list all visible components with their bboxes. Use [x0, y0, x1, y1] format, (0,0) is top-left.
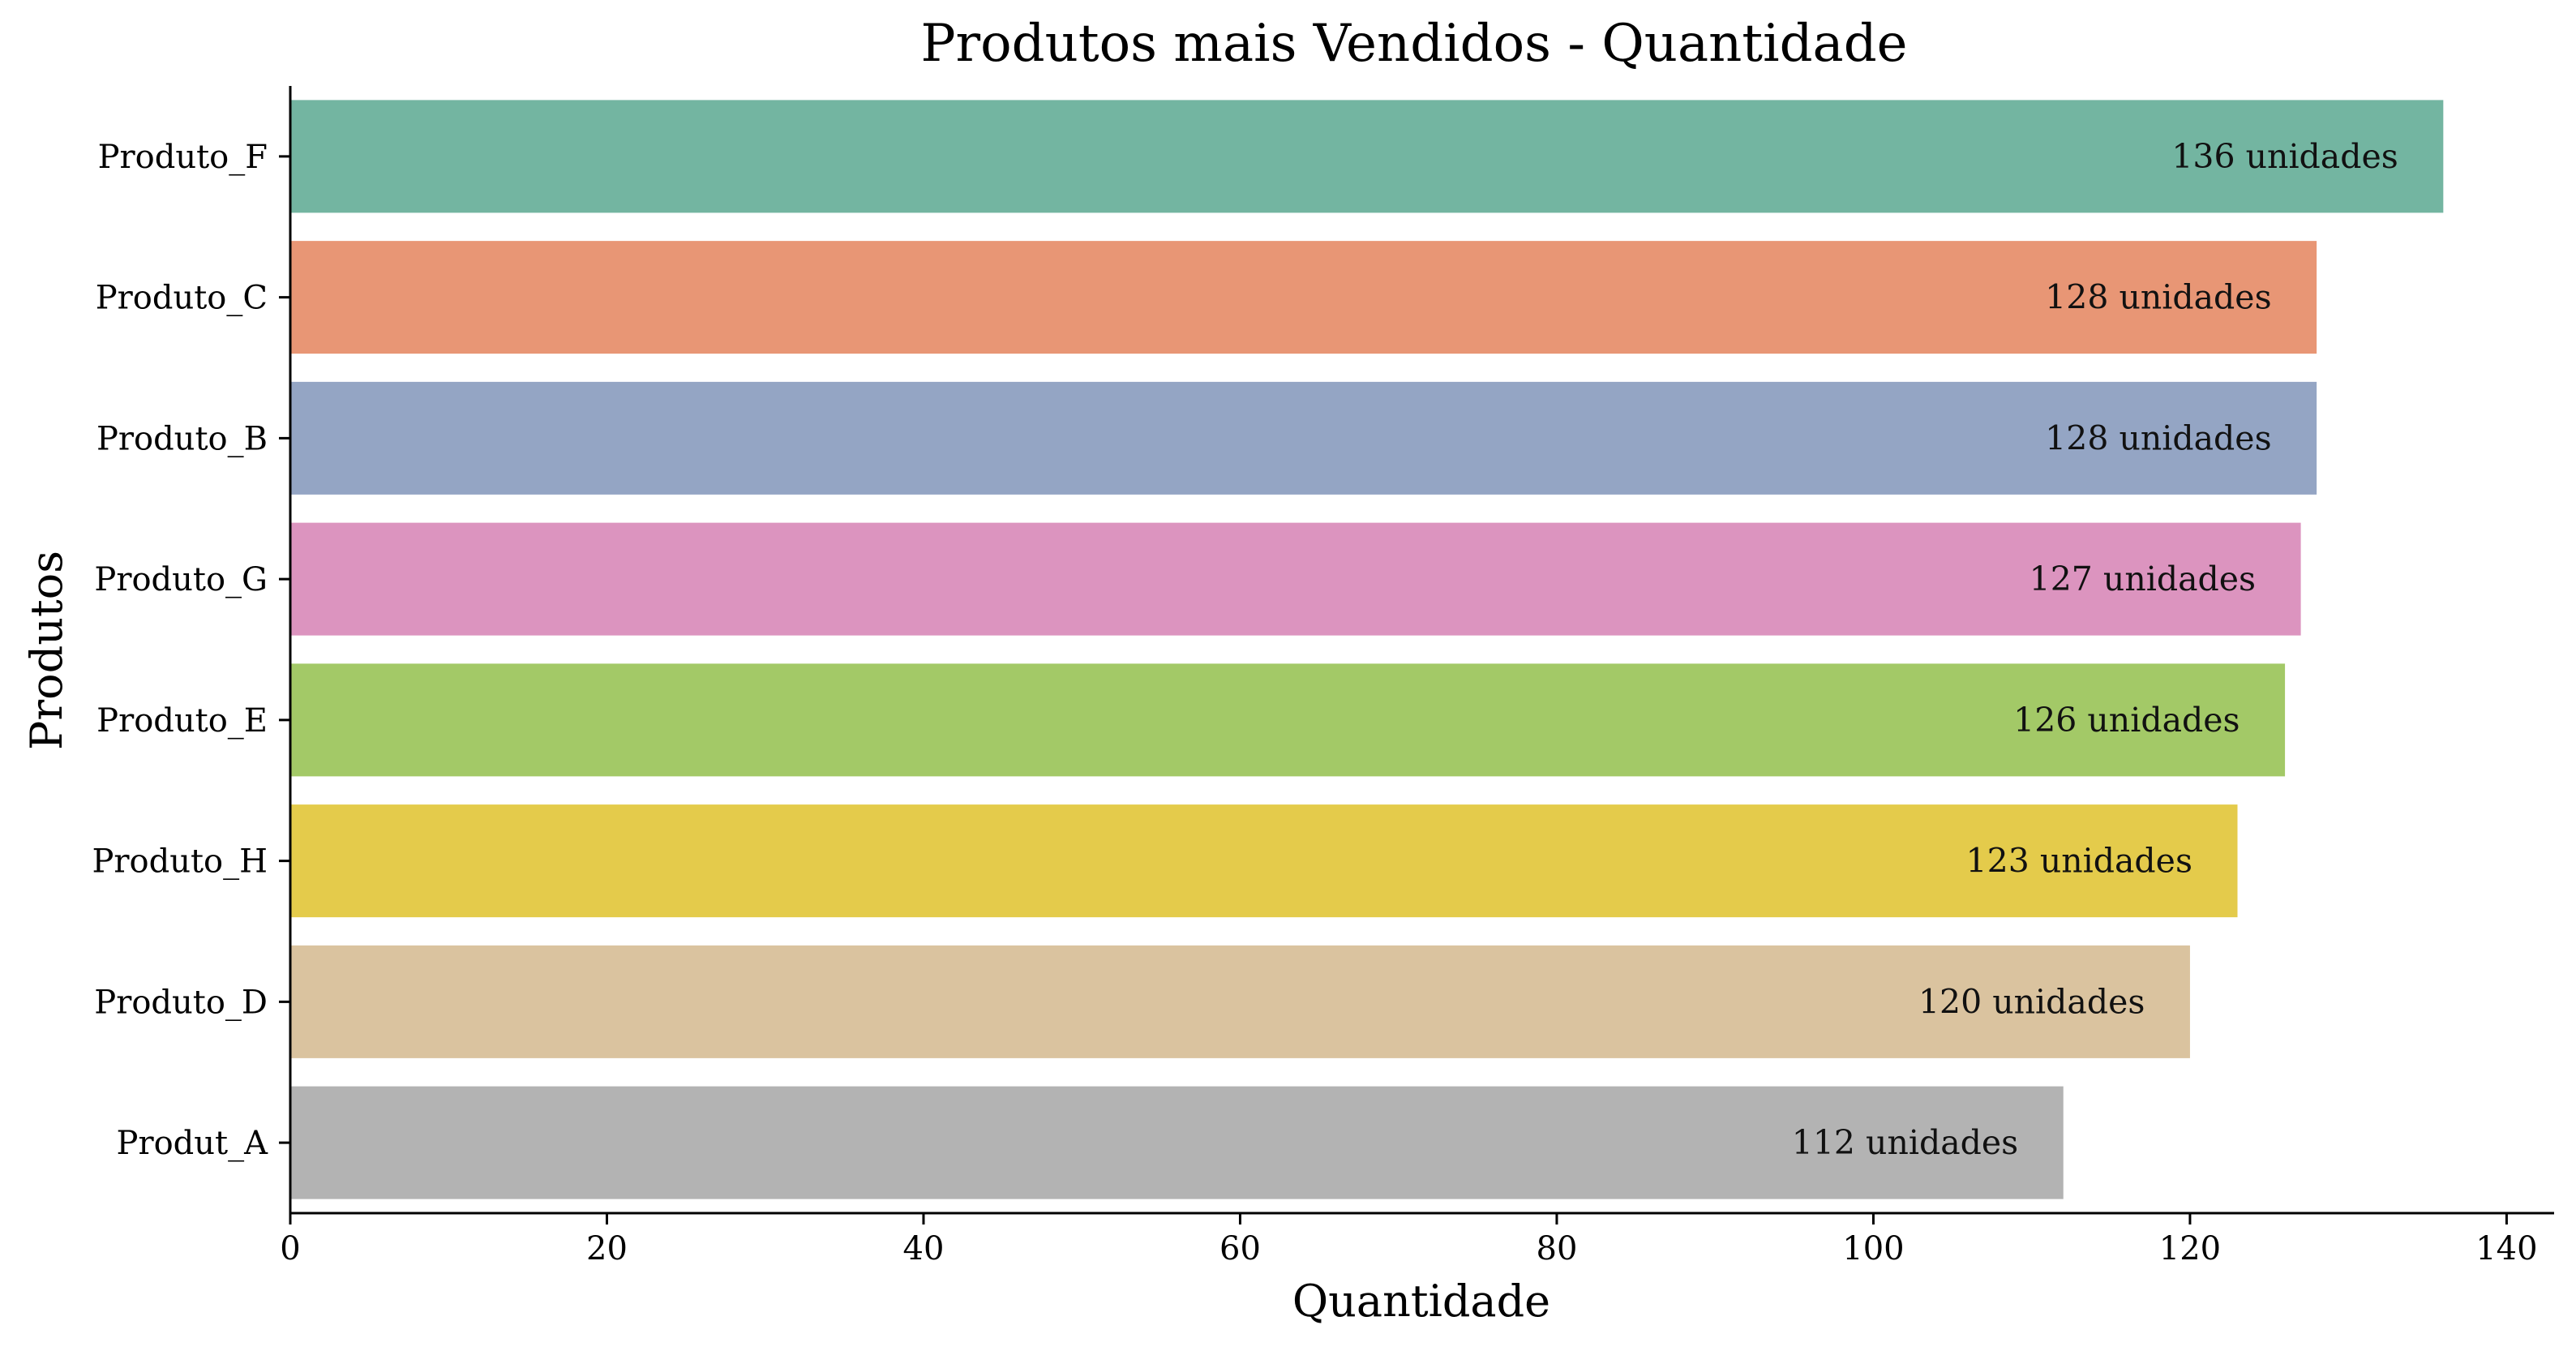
y-tick-label: Produto_E [96, 702, 268, 740]
y-tick-label: Produto_F [98, 139, 268, 176]
x-tick-label: 40 [903, 1230, 945, 1267]
y-tick-label: Produto_G [94, 561, 268, 598]
bar-produto_e [290, 663, 2286, 777]
x-tick-label: 80 [1537, 1230, 1578, 1267]
chart-title: Produtos mais Vendidos - Quantidade [920, 14, 1907, 74]
bar-produto_g [290, 522, 2301, 636]
y-tick-label: Produto_C [96, 280, 268, 317]
x-tick-label: 120 [2159, 1230, 2221, 1267]
y-axis-label: Produtos [21, 551, 72, 750]
y-tick-label: Produt_A [117, 1125, 269, 1162]
bar-produto_f [290, 100, 2444, 213]
x-tick-label: 20 [586, 1230, 628, 1267]
x-tick-label: 140 [2475, 1230, 2537, 1267]
data-label-produto_g: 127 unidades [2030, 560, 2256, 598]
bar-produto_h [290, 804, 2238, 918]
bars-group [290, 100, 2444, 1199]
data-label-produto_c: 128 unidades [2045, 278, 2271, 317]
bar-produto_c [290, 241, 2317, 354]
y-tick-label: Produto_D [94, 984, 268, 1021]
data-label-produto_f: 136 unidades [2171, 137, 2398, 176]
y-axis-ticks: Produto_F Produto_C Produto_B Produto_G Prod… [92, 139, 290, 1162]
x-axis-ticks: 0 20 40 60 80 100 120 140 [280, 1213, 2538, 1267]
bar-produto_b [290, 381, 2317, 495]
data-labels-group: 136 unidades 128 unidades 128 unidades 127 … [1792, 137, 2398, 1162]
data-label-produto_h: 123 unidades [1966, 842, 2192, 881]
y-tick-label: Produto_B [96, 420, 268, 457]
data-label-produto_e: 126 unidades [2013, 701, 2240, 740]
x-tick-label: 0 [280, 1230, 300, 1267]
data-label-produto_b: 128 unidades [2045, 418, 2271, 457]
x-axis-label: Quantidade [1292, 1276, 1550, 1327]
x-tick-label: 60 [1219, 1230, 1261, 1267]
x-tick-label: 100 [1842, 1230, 1904, 1267]
data-label-produt_a: 112 unidades [1792, 1123, 2018, 1162]
bar-produto_d [290, 945, 2190, 1058]
y-tick-label: Produto_H [92, 843, 268, 881]
data-label-produto_d: 120 unidades [1918, 982, 2145, 1021]
bar-produt_a [290, 1086, 2064, 1199]
